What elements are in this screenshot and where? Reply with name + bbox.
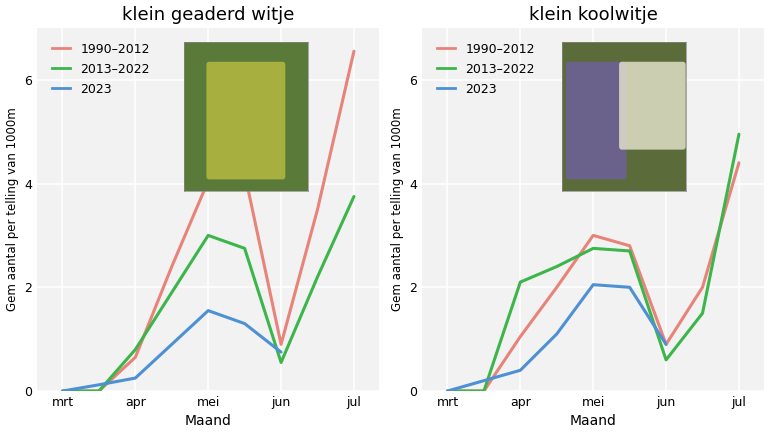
Legend: 1990–2012, 2013–2022, 2023: 1990–2012, 2013–2022, 2023 [432, 38, 540, 101]
X-axis label: Maand: Maand [570, 414, 617, 428]
Y-axis label: Gem aantal per telling van 1000m: Gem aantal per telling van 1000m [5, 108, 18, 311]
Legend: 1990–2012, 2013–2022, 2023: 1990–2012, 2013–2022, 2023 [47, 38, 155, 101]
X-axis label: Maand: Maand [185, 414, 232, 428]
Title: klein geaderd witje: klein geaderd witje [122, 6, 294, 23]
Title: klein koolwitje: klein koolwitje [529, 6, 658, 23]
Y-axis label: Gem aantal per telling van 1000m: Gem aantal per telling van 1000m [390, 108, 403, 311]
